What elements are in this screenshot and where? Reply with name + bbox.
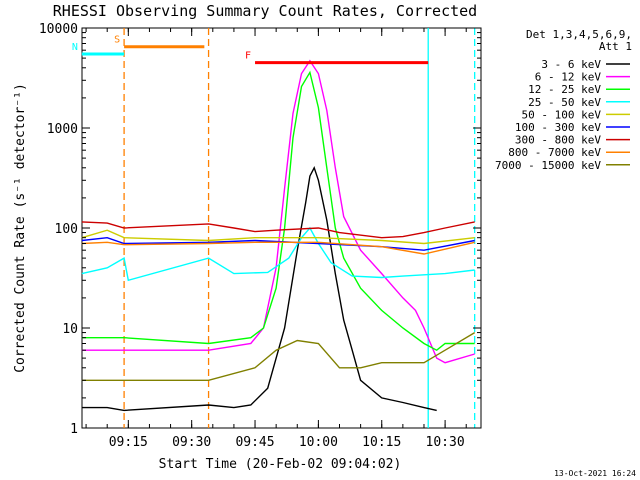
y-tick-label: 10000	[39, 22, 78, 37]
y-axis-label: Corrected Count Rate (s⁻¹ detector⁻¹)	[13, 83, 28, 373]
annotation-label: F	[245, 51, 251, 62]
x-tick-label: 10:15	[362, 435, 401, 450]
series-line	[81, 70, 475, 352]
series-line	[81, 229, 475, 245]
plot-frame	[81, 27, 482, 429]
y-tick-label: 1000	[47, 122, 78, 137]
plot-area: S N F	[72, 27, 482, 429]
series-line	[81, 331, 476, 381]
legend-header: Att 1	[599, 40, 632, 53]
legend-entry-label: 12 - 25 keV	[528, 83, 601, 96]
x-axis: 09:15 09:30 09:45 10:00 10:15 10:30	[85, 28, 467, 450]
y-tick-label: 1	[70, 422, 78, 437]
annotation-label: S	[114, 35, 120, 46]
series-line	[81, 241, 475, 255]
x-tick-label: 10:00	[299, 435, 338, 450]
annotation-label: N	[72, 42, 78, 53]
y-tick-label: 10	[62, 322, 78, 337]
y-axis: 1 10 100 1000 10000	[39, 22, 481, 437]
legend-header: Det 1,3,4,5,6,9,	[526, 28, 632, 41]
series-line	[81, 166, 437, 412]
y-tick-label: 100	[55, 222, 78, 237]
series-line	[81, 221, 475, 239]
legend-entry-label: 25 - 50 keV	[528, 96, 601, 109]
legend-entry-label: 100 - 300 keV	[515, 121, 601, 134]
legend-entry-label: 800 - 7000 keV	[508, 146, 601, 159]
x-tick-label: 09:30	[172, 435, 211, 450]
chart-title: RHESSI Observing Summary Count Rates, Co…	[53, 2, 477, 20]
series-line	[81, 236, 475, 251]
x-tick-label: 09:15	[109, 435, 148, 450]
legend-entry-label: 300 - 800 keV	[515, 134, 601, 147]
legend-entry-label: 6 - 12 keV	[535, 71, 602, 84]
legend-entry-label: 50 - 100 keV	[522, 108, 602, 121]
series-line	[81, 59, 475, 364]
legend-entry-label: 7000 - 15000 keV	[495, 159, 601, 172]
x-tick-label: 10:30	[426, 435, 465, 450]
x-axis-label: Start Time (20-Feb-02 09:04:02)	[159, 457, 402, 472]
legend-entry-label: 3 - 6 keV	[541, 58, 601, 71]
footer-date: 13-Oct-2021 16:24	[554, 469, 636, 478]
x-tick-label: 09:45	[235, 435, 274, 450]
